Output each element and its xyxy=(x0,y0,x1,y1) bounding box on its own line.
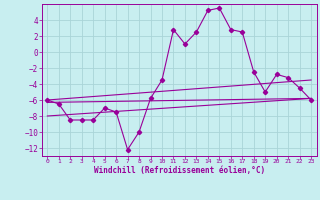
X-axis label: Windchill (Refroidissement éolien,°C): Windchill (Refroidissement éolien,°C) xyxy=(94,166,265,175)
